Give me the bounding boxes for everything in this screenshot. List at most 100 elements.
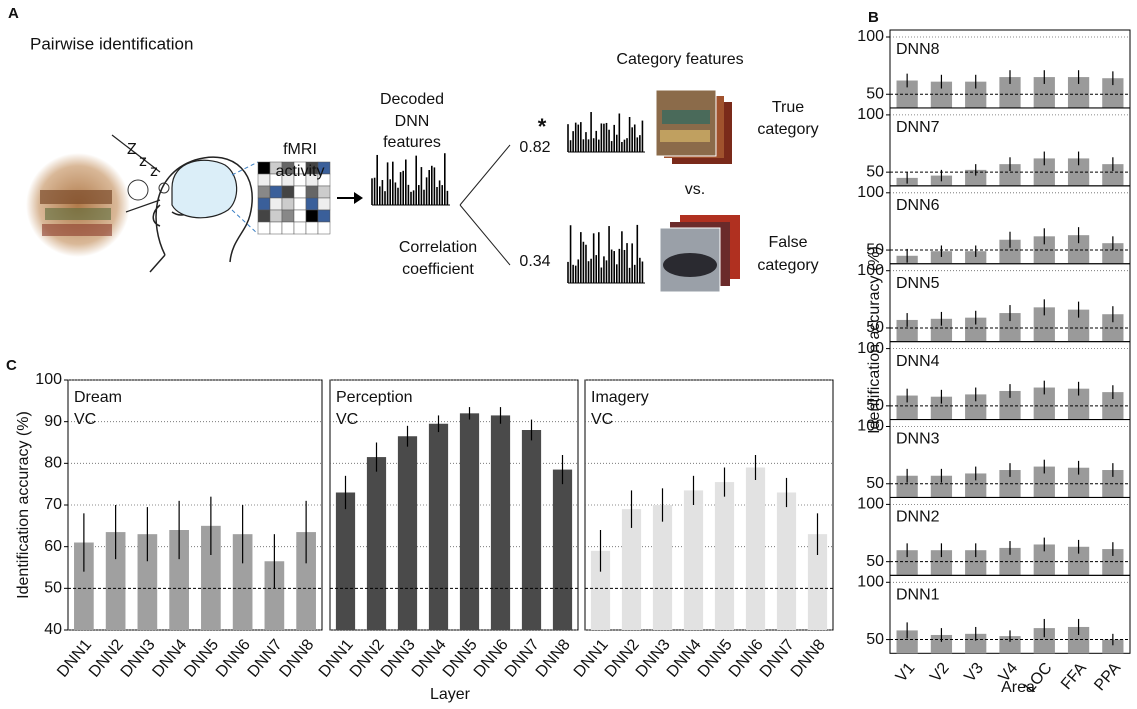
y-tick-label: 100 — [857, 106, 884, 123]
false-photo — [663, 253, 717, 277]
panel-label: C — [6, 357, 17, 374]
y-tick-label: 50 — [44, 580, 62, 597]
x-tick-label: DNN2 — [86, 636, 127, 680]
chart-title: Perception — [336, 389, 413, 406]
feature-bars — [372, 153, 450, 205]
fmri-cell — [258, 174, 270, 186]
fmri-cell — [258, 198, 270, 210]
bar — [367, 457, 386, 630]
x-tick-label: FFA — [1058, 659, 1090, 693]
y-tick-label: 60 — [44, 538, 62, 555]
correlation-label: coefficient — [402, 261, 474, 278]
arrow-head — [354, 192, 363, 204]
fmri-cell — [270, 186, 282, 198]
y-tick-label: 50 — [866, 553, 884, 570]
x-axis-label: Layer — [430, 686, 471, 703]
true-score: 0.82 — [519, 139, 550, 156]
chart-title: DNN4 — [896, 353, 940, 370]
bar — [522, 430, 541, 630]
y-tick-label: 100 — [857, 184, 884, 201]
y-tick-label: 50 — [866, 163, 884, 180]
books-image — [26, 153, 130, 257]
fmri-cell — [306, 198, 318, 210]
x-tick-label: DNN4 — [149, 636, 190, 680]
x-tick-label: DNN8 — [533, 636, 574, 680]
y-tick-label: 50 — [866, 631, 884, 648]
bar — [715, 482, 734, 630]
true-photo — [662, 110, 710, 124]
chart-subtitle: VC — [336, 411, 358, 428]
fmri-cell — [318, 198, 330, 210]
chart-title: DNN5 — [896, 275, 940, 292]
x-tick-label: V1 — [893, 660, 919, 686]
x-tick-label: DNN1 — [54, 636, 95, 680]
chart-title: Imagery — [591, 389, 649, 406]
fmri-cell — [306, 210, 318, 222]
y-tick-label: 100 — [857, 574, 884, 591]
y-tick-label: 50 — [866, 241, 884, 258]
thought-bubble — [128, 180, 148, 200]
chart-title: DNN8 — [896, 41, 940, 58]
books-image — [40, 190, 112, 204]
sleep-letter: Z — [127, 141, 137, 158]
x-tick-label: V2 — [927, 660, 953, 686]
fmri-cell — [270, 198, 282, 210]
zoom-line — [232, 210, 258, 234]
true-label: True — [772, 99, 804, 116]
x-tick-label: DNN7 — [245, 636, 286, 680]
x-tick-label: DNN8 — [788, 636, 829, 680]
y-tick-label: 50 — [866, 319, 884, 336]
chart-title: DNN6 — [896, 197, 940, 214]
sleep-letter: z — [139, 153, 147, 170]
correlation-label: Correlation — [399, 239, 477, 256]
x-tick-label: DNN6 — [213, 636, 254, 680]
fmri-cell — [294, 186, 306, 198]
category-features-label: Category features — [616, 51, 743, 68]
fmri-label: activity — [276, 163, 325, 180]
chart-subtitle: VC — [591, 411, 613, 428]
fmri-label: fMRI — [283, 141, 317, 158]
fmri-cell — [258, 222, 270, 234]
brain-outline — [172, 160, 237, 218]
fmri-cell — [258, 186, 270, 198]
fmri-cell — [282, 186, 294, 198]
chart-title: DNN3 — [896, 431, 940, 448]
y-tick-label: 100 — [35, 371, 62, 388]
bar — [398, 436, 417, 630]
diagram-title: Pairwise identification — [30, 34, 193, 53]
x-tick-label: PPA — [1091, 659, 1124, 694]
feature-bars — [568, 112, 645, 152]
bar — [777, 493, 796, 631]
vs-label: vs. — [685, 181, 705, 198]
false-label: category — [757, 257, 818, 274]
fmri-cell — [294, 210, 306, 222]
branch-line — [460, 145, 510, 205]
fmri-cell — [270, 210, 282, 222]
true-label: category — [757, 121, 818, 138]
y-tick-label: 100 — [857, 28, 884, 45]
y-tick-label: 100 — [857, 340, 884, 357]
feature-bars — [568, 225, 645, 283]
fmri-cell — [282, 222, 294, 234]
fmri-cell — [306, 222, 318, 234]
panel-label: B — [868, 9, 879, 26]
fmri-cell — [282, 210, 294, 222]
fmri-cell — [318, 210, 330, 222]
true-photo — [660, 130, 710, 142]
bar — [746, 468, 765, 631]
significance: * — [538, 114, 547, 139]
y-tick-label: 100 — [857, 262, 884, 279]
y-axis-label: Identification accuracy (%) — [15, 411, 32, 599]
y-tick-label: 100 — [857, 418, 884, 435]
y-tick-label: 50 — [866, 475, 884, 492]
fmri-cell — [306, 186, 318, 198]
chart-title: Dream — [74, 389, 122, 406]
y-tick-label: 90 — [44, 413, 62, 430]
false-label: False — [768, 234, 807, 251]
diagram: Pairwise identification Z z z fMRI activ… — [26, 34, 819, 292]
figure: A B C Pairwise identification Z z z fMRI… — [0, 0, 1137, 709]
y-tick-label: 50 — [866, 397, 884, 414]
fmri-cell — [294, 222, 306, 234]
decoded-label: DNN — [395, 113, 430, 130]
y-tick-label: 40 — [44, 621, 62, 638]
